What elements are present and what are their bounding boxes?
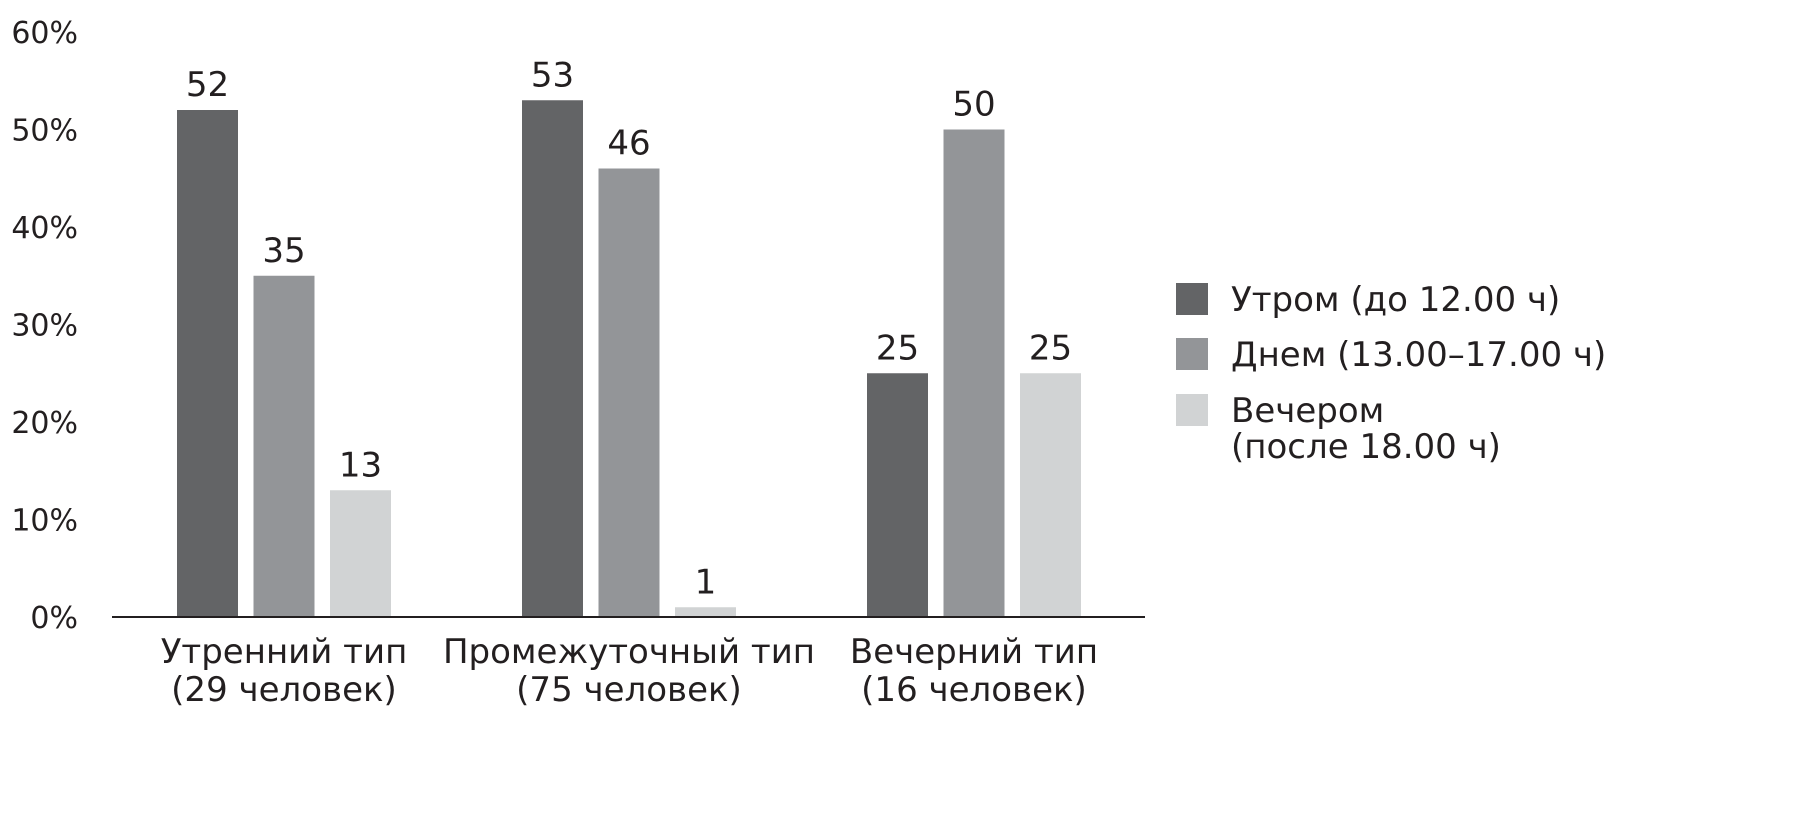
bar [522,100,583,617]
y-tick-label: 50% [11,114,78,149]
category-sublabel: (16 человек) [861,670,1087,710]
y-tick-label: 0% [30,601,78,636]
legend-swatch [1176,394,1208,426]
y-tick-label: 30% [11,309,78,344]
data-label: 13 [339,445,382,485]
y-axis: 0% 10% 20% 30% 40% 50% 60% [11,16,78,636]
data-label: 25 [876,328,919,368]
legend-label: Днем (13.00–17.00 ч) [1231,335,1606,375]
data-label: 25 [1029,328,1072,368]
bar [943,129,1005,617]
data-label: 35 [262,231,305,271]
legend: Утром (до 12.00 ч) Днем (13.00–17.00 ч) Ве… [1176,280,1606,467]
data-label: 1 [695,562,717,602]
category-label: Вечерний тип [850,632,1098,672]
value-labels: 52 35 13 53 46 1 25 50 25 [186,55,1072,602]
data-label: 50 [952,85,995,125]
legend-swatch [1176,283,1208,315]
legend-item: Днем (13.00–17.00 ч) [1176,335,1606,375]
legend-label: Вечером [1231,391,1384,431]
legend-label: (после 18.00 ч) [1231,427,1501,467]
y-tick-label: 40% [11,211,78,246]
bars [177,100,1081,617]
bar [330,490,391,617]
data-label: 46 [607,124,650,164]
bar [1020,373,1081,617]
category-label: Промежуточный тип [443,632,815,672]
legend-item: Вечером(после 18.00 ч) [1176,391,1501,467]
category-sublabel: (29 человек) [171,670,397,710]
legend-swatch [1176,338,1208,370]
bar [598,168,660,617]
legend-label: Утром (до 12.00 ч) [1231,280,1560,320]
category-sublabel: (75 человек) [516,670,742,710]
y-tick-label: 60% [11,16,78,51]
data-label: 53 [531,55,574,95]
legend-item: Утром (до 12.00 ч) [1176,280,1560,320]
data-label: 52 [186,65,229,105]
bar [177,110,238,617]
y-tick-label: 20% [11,406,78,441]
bar [675,607,736,617]
bar [253,275,315,617]
x-axis: Утренний тип(29 человек) Промежуточный ти… [161,632,1098,710]
y-tick-label: 10% [11,504,78,539]
category-label: Утренний тип [161,632,408,672]
bar [867,373,928,617]
